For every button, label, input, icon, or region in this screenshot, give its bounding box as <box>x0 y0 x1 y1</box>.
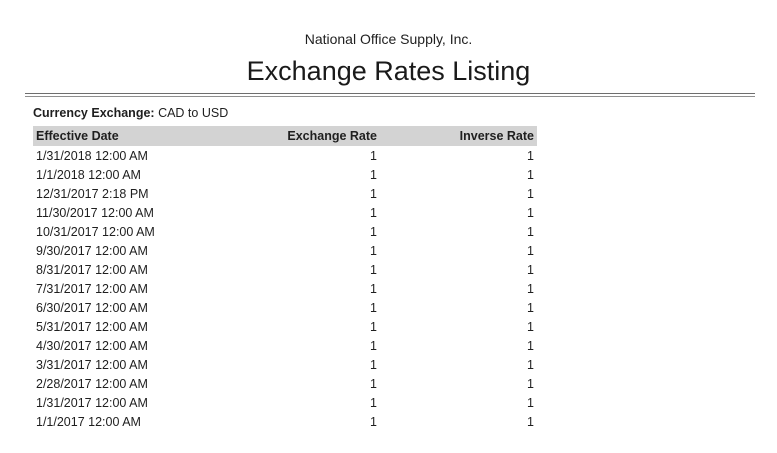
cell-exchange-rate: 1 <box>370 205 377 220</box>
report-title: Exchange Rates Listing <box>246 56 531 86</box>
cell-inverse-rate: 1 <box>527 224 534 239</box>
cell-effective-date: 7/31/2017 12:00 AM <box>36 281 148 296</box>
cell-inverse-rate: 1 <box>527 167 534 182</box>
cell-inverse-rate: 1 <box>527 281 534 296</box>
cell-inverse-rate: 1 <box>527 319 534 334</box>
cell-effective-date: 1/31/2018 12:00 AM <box>36 148 148 163</box>
cell-inverse-rate: 1 <box>527 186 534 201</box>
column-header-exchange-rate: Exchange Rate <box>233 126 380 146</box>
cell-exchange-rate: 1 <box>370 243 377 258</box>
cell-exchange-rate: 1 <box>370 319 377 334</box>
exchange-rates-table: Effective Date Exchange Rate Inverse Rat… <box>33 126 537 431</box>
cell-exchange-rate: 1 <box>370 395 377 410</box>
table-row: 5/31/2017 12:00 AM 1 1 <box>33 317 537 336</box>
cell-effective-date: 12/31/2017 2:18 PM <box>36 186 149 201</box>
cell-inverse-rate: 1 <box>527 395 534 410</box>
currency-exchange-label: Currency Exchange: <box>33 106 155 120</box>
table-row: 2/28/2017 12:00 AM 1 1 <box>33 374 537 393</box>
table-row: 1/1/2018 12:00 AM 1 1 <box>33 165 537 184</box>
double-rule-divider <box>25 93 755 97</box>
cell-inverse-rate: 1 <box>527 148 534 163</box>
cell-effective-date: 3/31/2017 12:00 AM <box>36 357 148 372</box>
cell-inverse-rate: 1 <box>527 357 534 372</box>
cell-inverse-rate: 1 <box>527 262 534 277</box>
cell-exchange-rate: 1 <box>370 338 377 353</box>
cell-effective-date: 8/31/2017 12:00 AM <box>36 262 148 277</box>
cell-exchange-rate: 1 <box>370 262 377 277</box>
table-header-row: Effective Date Exchange Rate Inverse Rat… <box>33 126 537 146</box>
cell-effective-date: 10/31/2017 12:00 AM <box>36 224 155 239</box>
table-row: 12/31/2017 2:18 PM 1 1 <box>33 184 537 203</box>
currency-exchange-line: Currency Exchange: CAD to USD <box>33 106 777 121</box>
table-row: 6/30/2017 12:00 AM 1 1 <box>33 298 537 317</box>
currency-exchange-value: CAD to USD <box>158 106 229 120</box>
cell-exchange-rate: 1 <box>370 224 377 239</box>
cell-inverse-rate: 1 <box>527 414 534 429</box>
table-row: 7/31/2017 12:00 AM 1 1 <box>33 279 537 298</box>
table-row: 9/30/2017 12:00 AM 1 1 <box>33 241 537 260</box>
table-row: 1/31/2017 12:00 AM 1 1 <box>33 393 537 412</box>
company-name: National Office Supply, Inc. <box>304 31 473 47</box>
cell-inverse-rate: 1 <box>527 243 534 258</box>
column-header-effective-date: Effective Date <box>33 126 233 146</box>
cell-effective-date: 4/30/2017 12:00 AM <box>36 338 148 353</box>
cell-effective-date: 1/1/2017 12:00 AM <box>36 414 141 429</box>
cell-exchange-rate: 1 <box>370 300 377 315</box>
rates-table-body: 1/31/2018 12:00 AM 1 1 1/1/2018 12:00 AM 1 1 1… <box>33 146 537 431</box>
cell-effective-date: 6/30/2017 12:00 AM <box>36 300 148 315</box>
cell-inverse-rate: 1 <box>527 338 534 353</box>
table-row: 1/1/2017 12:00 AM 1 1 <box>33 412 537 431</box>
table-row: 4/30/2017 12:00 AM 1 1 <box>33 336 537 355</box>
cell-effective-date: 11/30/2017 12:00 AM <box>36 205 154 220</box>
table-row: 1/31/2018 12:00 AM 1 1 <box>33 146 537 165</box>
cell-inverse-rate: 1 <box>527 376 534 391</box>
cell-exchange-rate: 1 <box>370 167 377 182</box>
cell-effective-date: 5/31/2017 12:00 AM <box>36 319 148 334</box>
cell-inverse-rate: 1 <box>527 300 534 315</box>
table-row: 8/31/2017 12:00 AM 1 1 <box>33 260 537 279</box>
cell-exchange-rate: 1 <box>370 376 377 391</box>
table-row: 10/31/2017 12:00 AM 1 1 <box>33 222 537 241</box>
cell-effective-date: 1/31/2017 12:00 AM <box>36 395 148 410</box>
cell-exchange-rate: 1 <box>370 357 377 372</box>
cell-effective-date: 9/30/2017 12:00 AM <box>36 243 148 258</box>
cell-exchange-rate: 1 <box>370 414 377 429</box>
cell-exchange-rate: 1 <box>370 148 377 163</box>
cell-effective-date: 2/28/2017 12:00 AM <box>36 376 148 391</box>
table-row: 3/31/2017 12:00 AM 1 1 <box>33 355 537 374</box>
cell-inverse-rate: 1 <box>527 205 534 220</box>
table-row: 11/30/2017 12:00 AM 1 1 <box>33 203 537 222</box>
cell-exchange-rate: 1 <box>370 281 377 296</box>
column-header-inverse-rate: Inverse Rate <box>380 126 537 146</box>
cell-effective-date: 1/1/2018 12:00 AM <box>36 167 141 182</box>
cell-exchange-rate: 1 <box>370 186 377 201</box>
